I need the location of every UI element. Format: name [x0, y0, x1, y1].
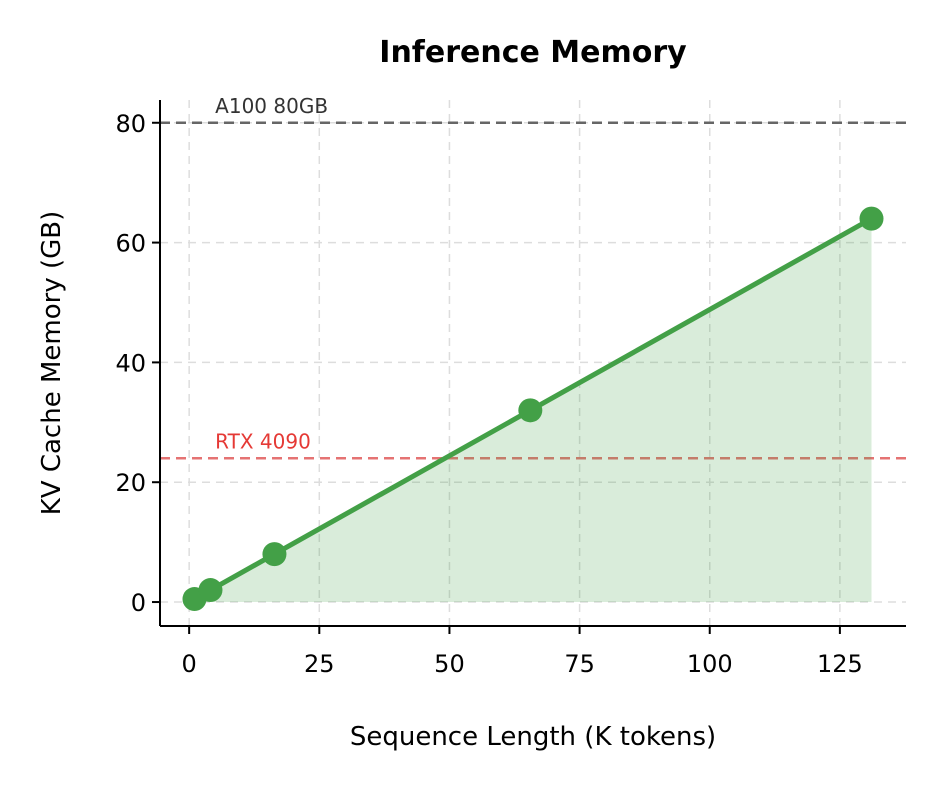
- reference-line-label: RTX 4090: [215, 429, 311, 453]
- y-axis-label: KV Cache Memory (GB): [37, 211, 67, 516]
- data-point: [859, 206, 884, 231]
- y-tick-label: 40: [115, 349, 146, 377]
- chart-title: Inference Memory: [379, 35, 687, 70]
- x-tick-label: 125: [817, 650, 863, 678]
- data-point: [262, 542, 287, 567]
- x-tick-label: 50: [434, 650, 465, 678]
- x-tick-label: 75: [564, 650, 595, 678]
- y-tick-label: 0: [131, 589, 146, 617]
- x-axis-label: Sequence Length (K tokens): [350, 722, 716, 752]
- x-tick-label: 0: [182, 650, 197, 678]
- x-tick-label: 100: [687, 650, 733, 678]
- y-tick-label: 80: [115, 110, 146, 138]
- x-tick-label: 25: [304, 650, 335, 678]
- data-point: [198, 578, 223, 603]
- y-tick-label: 60: [115, 230, 146, 258]
- data-point: [518, 398, 543, 423]
- y-tick-label: 20: [115, 469, 146, 497]
- reference-line-label: A100 80GB: [215, 94, 328, 118]
